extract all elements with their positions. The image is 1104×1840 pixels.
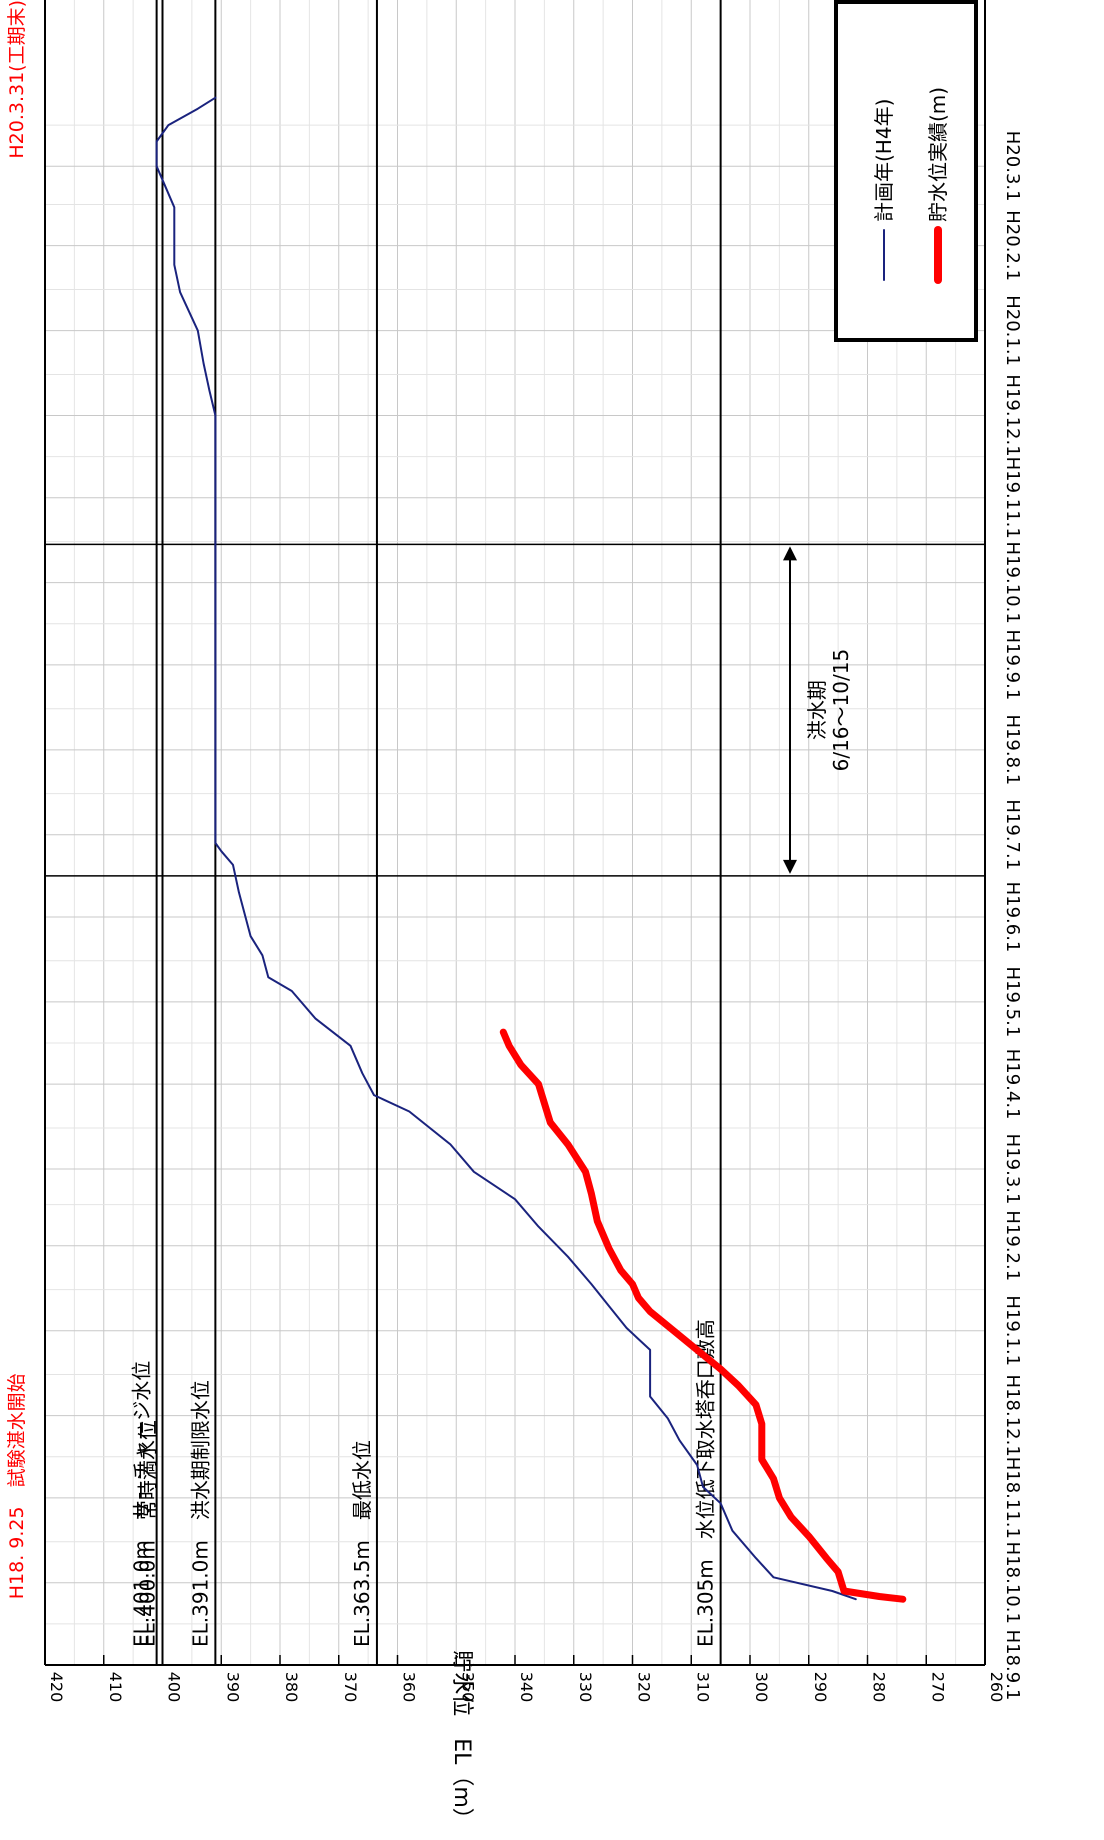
date-tick-label: H19.10.1 <box>1002 542 1023 624</box>
marker-label: H20.3.31(工期末) <box>6 0 28 159</box>
series-layer <box>155 96 907 1603</box>
date-tick-label: H19.8.1 <box>1002 714 1023 785</box>
value-tick-label: 310 <box>693 1672 712 1703</box>
legend-box <box>834 0 978 342</box>
reference-line-label: EL.305m 水位低下取水塔呑口敷高 <box>694 1319 718 1647</box>
date-tick-label: H18.12.1 <box>1002 1375 1023 1457</box>
series-plan-line <box>155 96 857 1601</box>
axes: 260 270 280 290 300 310 320 330 340 350 360 370 380 3… <box>44 0 1023 1830</box>
value-tick-label: 420 <box>47 1672 66 1703</box>
value-tick-label: 380 <box>282 1672 301 1703</box>
date-tick-label: H19.7.1 <box>1002 799 1023 870</box>
date-tick-label: H19.9.1 <box>1002 629 1023 700</box>
value-tick-label: 270 <box>928 1672 947 1703</box>
reference-line-label: EL.401.0m サーチャージ水位 <box>130 1361 154 1647</box>
date-tick-label: H20.2.1 <box>1002 210 1023 281</box>
date-tick-label: H18.10.1 <box>1002 1542 1023 1624</box>
date-tick-label: H19.2.1 <box>1002 1210 1023 1281</box>
date-tick-label: H19.6.1 <box>1002 882 1023 953</box>
value-tick-label: 370 <box>341 1672 360 1703</box>
date-tick-label: H19.1.1 <box>1002 1295 1023 1366</box>
value-tick-label: 410 <box>106 1672 125 1703</box>
value-tick-label: 340 <box>517 1672 536 1703</box>
date-tick-label: H18.9.1 <box>1002 1630 1023 1701</box>
value-axis-title: 貯水位 EL（m） <box>449 1650 474 1830</box>
value-tick-label: 360 <box>400 1672 419 1703</box>
period-arrow-head-top <box>783 546 797 561</box>
date-tick-label: H19.11.1 <box>1002 457 1023 539</box>
reference-line-label: EL.400.0m 常時満水位 <box>136 1420 160 1647</box>
value-tick-label: 330 <box>576 1672 595 1703</box>
legend-label: 計画年(H4年) <box>872 99 896 222</box>
date-tick-label: H19.12.1 <box>1002 374 1023 456</box>
value-tick-label: 280 <box>870 1672 889 1703</box>
marker-label: H18. 9.25 試験湛水開始 <box>6 1373 28 1599</box>
period-range-label: 6/16～10/15 <box>829 649 853 772</box>
date-tick-label: H20.3.1 <box>1002 131 1023 202</box>
reference-line-label: EL.363.5m 最低水位 <box>350 1440 374 1647</box>
reference-line-label: EL.391.0m 洪水期制限水位 <box>188 1380 212 1647</box>
value-tick-label: 290 <box>811 1672 830 1703</box>
value-tick-label: 260 <box>987 1672 1006 1703</box>
value-tick-label: 350 <box>458 1672 477 1703</box>
legend: 計画年(H4年) 貯水位実績(m) <box>834 0 978 342</box>
date-tick-label: H19.5.1 <box>1002 967 1023 1038</box>
value-tick-label: 300 <box>752 1672 771 1703</box>
period-label: 洪水期 <box>805 680 829 740</box>
value-tick-label: 390 <box>223 1672 242 1703</box>
value-tick-label: 320 <box>635 1672 654 1703</box>
date-tick-label: H18.11.1 <box>1002 1457 1023 1539</box>
period-arrow-head-bottom <box>783 859 797 874</box>
legend-label: 貯水位実績(m) <box>926 87 950 222</box>
value-tick-label: 400 <box>165 1672 184 1703</box>
date-tick-label: H19.3.1 <box>1002 1134 1023 1205</box>
date-tick-label: H19.4.1 <box>1002 1049 1023 1120</box>
date-tick-label: H20.1.1 <box>1002 295 1023 366</box>
series-actual-line <box>499 1028 907 1603</box>
